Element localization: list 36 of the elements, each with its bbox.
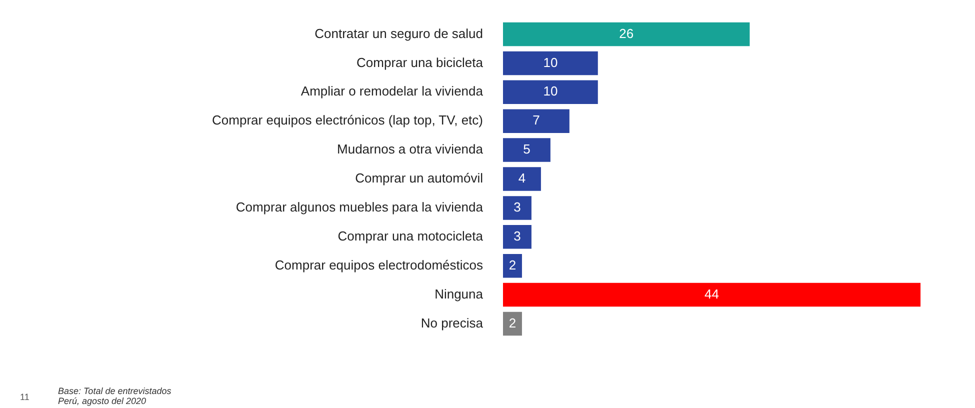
text: Base: Total de entrevistados [58,386,172,396]
y-tick-label: Comprar equipos electrodomésticos [274,257,484,272]
y-tick-label: Comprar algunos muebles para la vivienda [236,200,484,215]
bar [503,109,570,133]
y-tick-label: Comprar equipos electrónicos (lap top, TV, etc) [212,112,483,128]
data-label: 4 [518,170,526,186]
bar [503,167,541,191]
bar [503,282,921,307]
data-label: 7 [532,112,540,128]
bar [503,22,750,46]
data-label: 10 [543,84,558,99]
data-label: 44 [704,286,719,302]
data-label: 26 [619,26,634,41]
text: Perú, agosto del 2020 [58,396,148,406]
data-label: 2 [508,315,516,330]
y-tick-label: Ninguna [434,286,484,302]
y-tick-label: Comprar un automóvil [355,170,484,186]
text: 11 [20,392,30,402]
data-label: 5 [523,142,530,157]
y-tick-label: Ampliar o remodelar la vivienda [300,84,484,99]
bar [503,196,532,220]
data-label: 10 [543,54,558,70]
y-tick-label: Comprar una motocicleta [338,228,484,244]
bar [503,80,598,104]
y-tick-label: Mudarnos a otra vivienda [337,142,484,157]
y-tick-label: Comprar una bicicleta [356,54,484,70]
data-label: 3 [514,200,521,215]
bar [503,312,522,336]
bar [503,138,550,162]
bar [503,225,532,249]
y-tick-label: No precisa [420,315,484,330]
data-label: 2 [508,257,516,272]
bar [503,254,522,278]
bar [503,51,598,76]
data-label: 3 [514,228,521,244]
y-tick-label: Contratar un seguro de salud [314,26,483,41]
